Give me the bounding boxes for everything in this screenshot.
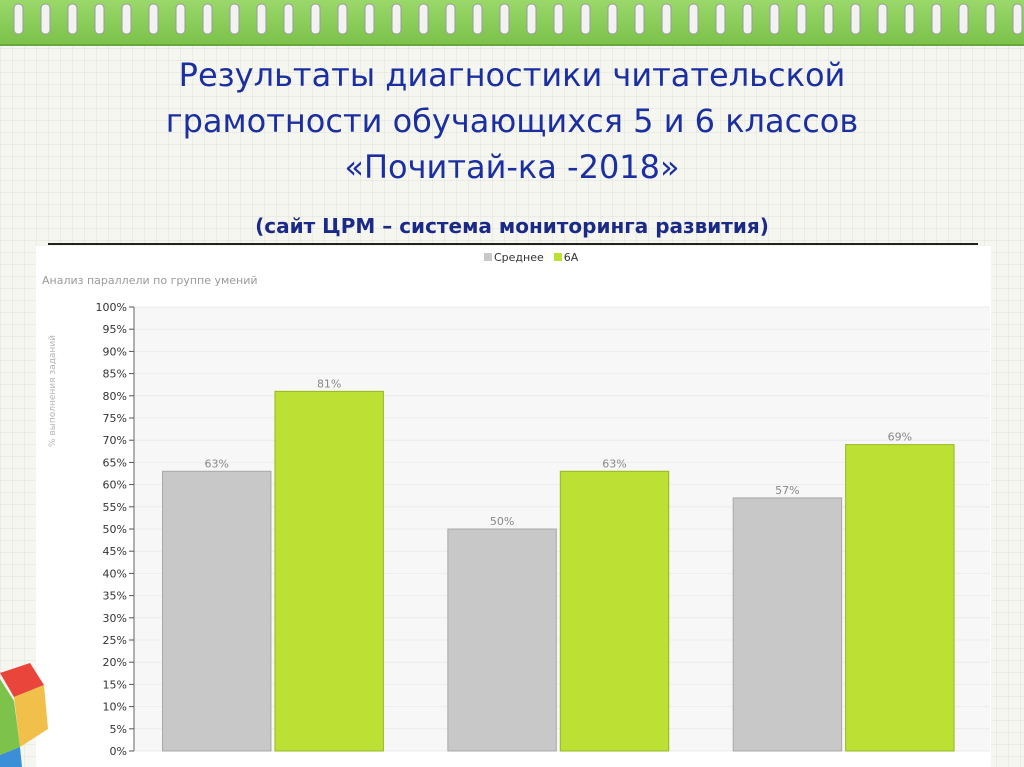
spiral-ring bbox=[40, 3, 51, 35]
spiral-ring bbox=[499, 3, 510, 35]
bar-value-label: 81% bbox=[317, 377, 341, 390]
bar-value-label: 57% bbox=[775, 484, 799, 497]
spiral-ring bbox=[742, 3, 753, 35]
y-tick-label: 25% bbox=[103, 634, 127, 647]
spiral-ring bbox=[472, 3, 483, 35]
y-tick-label: 90% bbox=[103, 345, 127, 358]
y-tick-label: 95% bbox=[103, 323, 127, 336]
spiral-ring bbox=[67, 3, 78, 35]
divider-line bbox=[48, 243, 978, 245]
legend-label-6a: 6А bbox=[563, 250, 579, 264]
bar bbox=[274, 390, 384, 752]
title-line-3: «Почитай-ка -2018» bbox=[344, 148, 680, 186]
bar bbox=[732, 497, 843, 752]
legend-item-6a: 6А bbox=[553, 250, 579, 264]
y-tick-label: 10% bbox=[103, 701, 127, 714]
spiral-ring bbox=[877, 3, 888, 35]
y-tick-label: 50% bbox=[103, 523, 127, 536]
spiral-ring bbox=[688, 3, 699, 35]
chart-title: Анализ параллели по группе умений bbox=[42, 274, 258, 287]
spiral-ring bbox=[985, 3, 996, 35]
spiral-ring bbox=[715, 3, 726, 35]
spiral-ring bbox=[661, 3, 672, 35]
y-tick-label: 0% bbox=[110, 745, 127, 758]
y-tick-label: 30% bbox=[103, 612, 127, 625]
spiral-ring bbox=[418, 3, 429, 35]
title-line-2: грамотности обучающихся 5 и 6 классов bbox=[165, 102, 859, 140]
spiral-ring bbox=[931, 3, 942, 35]
spiral-ring bbox=[229, 3, 240, 35]
bar-value-label: 63% bbox=[602, 457, 626, 470]
bar bbox=[447, 528, 557, 752]
spiral-ring bbox=[796, 3, 807, 35]
spiral-ring bbox=[148, 3, 159, 35]
chart-legend: Среднее 6А bbox=[484, 250, 578, 264]
y-tick-label: 5% bbox=[110, 723, 127, 736]
y-tick-label: 80% bbox=[103, 390, 127, 403]
spiral-ring bbox=[391, 3, 402, 35]
bar bbox=[162, 470, 272, 752]
y-tick-label: 75% bbox=[103, 412, 127, 425]
bar-value-label: 63% bbox=[205, 457, 229, 470]
bar-value-label: 50% bbox=[490, 515, 514, 528]
spiral-ring bbox=[310, 3, 321, 35]
spiral-ring bbox=[121, 3, 132, 35]
spiral-ring bbox=[958, 3, 969, 35]
y-tick-label: 65% bbox=[103, 456, 127, 469]
spiral-ring bbox=[175, 3, 186, 35]
spiral-ring bbox=[13, 3, 24, 35]
y-tick-label: 40% bbox=[103, 567, 127, 580]
spiral-ring bbox=[337, 3, 348, 35]
slide-subtitle: (сайт ЦРМ – система мониторинга развития… bbox=[255, 214, 769, 238]
y-tick-label: 100% bbox=[96, 301, 127, 314]
y-tick-label: 70% bbox=[103, 434, 127, 447]
y-tick-label: 60% bbox=[103, 479, 127, 492]
spiral-ring bbox=[553, 3, 564, 35]
y-tick-label: 35% bbox=[103, 590, 127, 603]
bar-value-label: 69% bbox=[888, 431, 912, 444]
legend-swatch-6a bbox=[553, 253, 562, 261]
slide-title: Результаты диагностики читательской грам… bbox=[60, 52, 964, 190]
book-decoration bbox=[0, 663, 48, 767]
legend-item-avg: Среднее bbox=[484, 251, 544, 264]
spiral-ring bbox=[634, 3, 645, 35]
spiral-ring bbox=[283, 3, 294, 35]
spiral-ring bbox=[445, 3, 456, 35]
y-tick-label: 55% bbox=[103, 501, 127, 514]
spiral-ring bbox=[607, 3, 618, 35]
spiral-ring bbox=[904, 3, 915, 35]
spiral-ring bbox=[94, 3, 105, 35]
spiral-ring bbox=[1012, 3, 1023, 35]
spiral-ring bbox=[202, 3, 213, 35]
y-tick-label: 15% bbox=[103, 678, 127, 691]
y-tick-label: 45% bbox=[103, 545, 127, 558]
spiral-ring bbox=[823, 3, 834, 35]
spiral-ring bbox=[526, 3, 537, 35]
legend-label-avg: Среднее bbox=[494, 250, 544, 264]
y-tick-label: 20% bbox=[103, 656, 127, 669]
notebook-spiral bbox=[13, 3, 1023, 35]
spiral-ring bbox=[580, 3, 591, 35]
spiral-ring bbox=[256, 3, 267, 35]
legend-swatch-avg bbox=[484, 253, 492, 261]
bar bbox=[559, 470, 670, 752]
title-line-1: Результаты диагностики читательской bbox=[178, 56, 846, 94]
spiral-ring bbox=[769, 3, 780, 35]
spiral-ring bbox=[850, 3, 861, 35]
y-tick-label: 85% bbox=[103, 368, 127, 381]
spiral-ring bbox=[364, 3, 375, 35]
bar bbox=[845, 444, 955, 752]
